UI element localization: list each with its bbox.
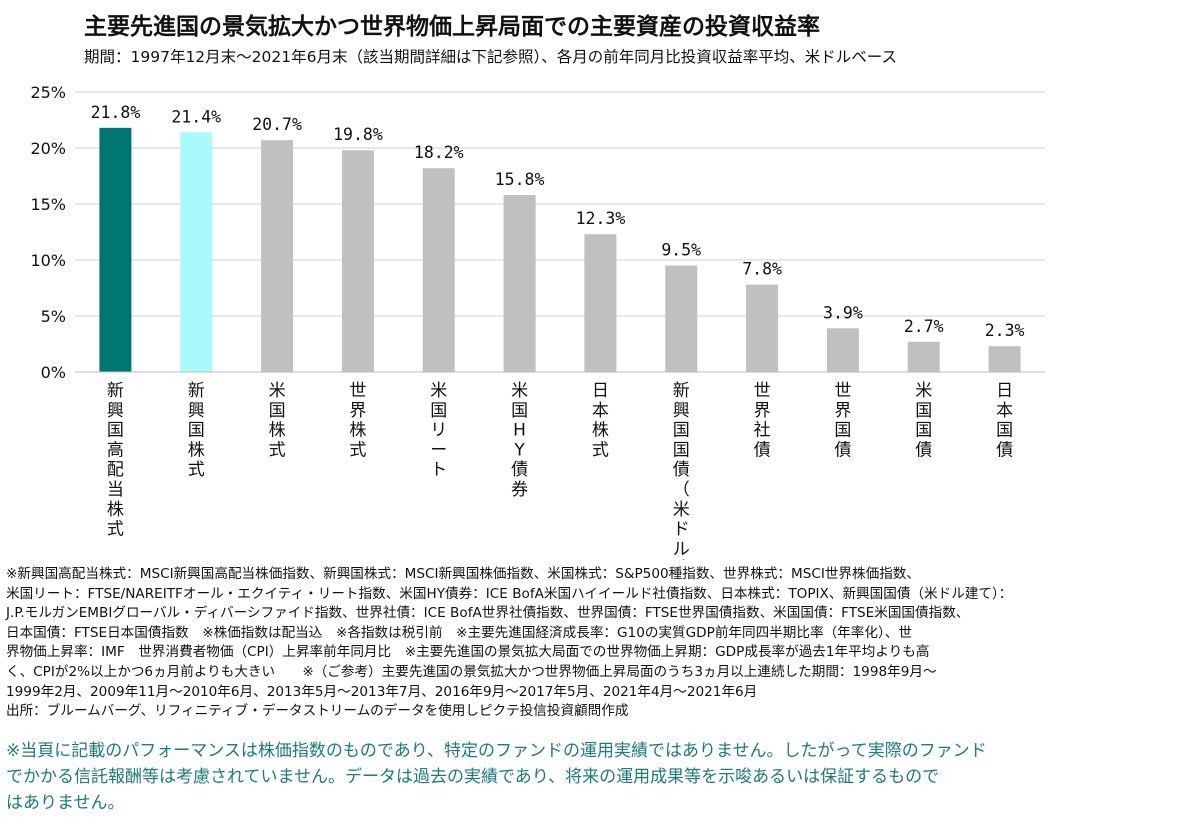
bar xyxy=(341,150,374,372)
y-tick-label: 0% xyxy=(41,363,66,382)
bar xyxy=(746,284,779,372)
data-label: 20.7% xyxy=(252,115,302,134)
chart-title: 主要先進国の景気拡大かつ世界物価上昇局面での主要資産の投資収益率 xyxy=(84,14,820,40)
x-tick-label: 米国株式 xyxy=(269,381,286,460)
x-tick-label: 新興国国債（米ドル建て） xyxy=(673,381,690,560)
bar xyxy=(826,328,859,372)
bar xyxy=(180,132,213,372)
y-tick-label: 25% xyxy=(30,83,66,102)
data-label: 15.8% xyxy=(495,170,545,189)
data-label: 2.3% xyxy=(985,321,1025,340)
x-tick-label: 米国国債 xyxy=(915,381,932,460)
x-tick-label: 新興国株式 xyxy=(188,381,205,480)
y-tick-label: 15% xyxy=(30,195,66,214)
bar xyxy=(907,341,940,372)
data-label: 19.8% xyxy=(333,125,383,144)
bar xyxy=(503,195,536,372)
disclaimer: ※当頁に記載のパフォーマンスは株価指数のものであり、特定のファンドの運用実績では… xyxy=(6,741,987,813)
y-tick-label: 10% xyxy=(30,251,66,270)
bar xyxy=(99,127,132,372)
data-label: 21.4% xyxy=(171,107,221,126)
data-label: 7.8% xyxy=(742,260,782,279)
x-tick-label: 日本国債 xyxy=(996,381,1013,460)
data-label: 3.9% xyxy=(823,303,863,322)
y-tick-label: 20% xyxy=(30,139,66,158)
bar xyxy=(665,265,698,372)
bar xyxy=(584,234,617,372)
data-label: 21.8% xyxy=(91,103,141,122)
x-tick-label: 日本株式 xyxy=(592,381,609,460)
data-label: 9.5% xyxy=(661,241,701,260)
data-label: 18.2% xyxy=(414,143,464,162)
x-tick-label: 世界国債 xyxy=(834,381,851,460)
bar xyxy=(422,168,455,372)
x-tick-label: 米国リート xyxy=(430,381,447,480)
x-tick-label: 米国 H Y 債券 xyxy=(511,381,528,500)
bar xyxy=(261,140,294,372)
data-label: 12.3% xyxy=(576,209,626,228)
y-tick-label: 5% xyxy=(41,307,66,326)
data-label: 2.7% xyxy=(904,317,944,336)
x-tick-label: 世界社債 xyxy=(754,381,771,460)
x-tick-label: 新興国高配当株式 xyxy=(107,381,124,540)
bar-chart: 0% 5% 10% 15% 20% 25% 21.8% 新興国高配当株式 21.4% 新興国株式 2… xyxy=(30,83,1045,560)
chart-subtitle: 期間：1997年12月末～2021年6月末（該当期間詳細は下記参照）、各月の前年… xyxy=(84,48,897,66)
footnotes: ※新興国高配当株式：MSCI新興国高配当株価指数、新興国株式：MSCI新興国株価… xyxy=(6,566,1013,720)
bar xyxy=(988,346,1021,372)
x-tick-label: 世界株式 xyxy=(349,381,366,460)
